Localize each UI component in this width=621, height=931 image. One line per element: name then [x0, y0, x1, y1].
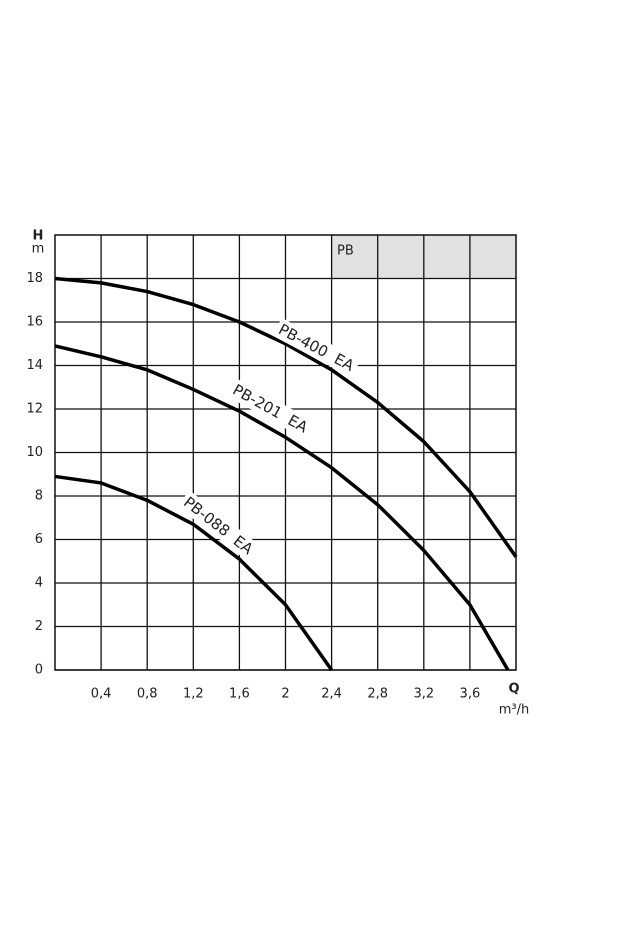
curve-label-bg — [226, 378, 315, 440]
x-tick-label: 1,6 — [229, 687, 250, 702]
curve-label-bg — [272, 317, 361, 378]
x-tick-label: 2 — [281, 687, 289, 702]
annotation: PB — [337, 244, 354, 259]
y-tick-label: 14 — [26, 358, 43, 373]
y-tick-label: 0 — [35, 663, 43, 678]
y-tick-label: 10 — [26, 445, 43, 460]
curve — [54, 276, 518, 558]
y-tick-label: 6 — [35, 532, 43, 547]
y-tick-label: 18 — [26, 271, 43, 286]
y-tick-label: 4 — [35, 576, 43, 591]
x-tick-label: 3,2 — [413, 687, 434, 702]
x-tick-label: 0,4 — [91, 687, 112, 702]
y-tick-label: 12 — [26, 402, 43, 417]
x-axis-unit: m³/h — [499, 703, 530, 718]
y-tick-label: 2 — [35, 619, 43, 634]
curve — [54, 344, 510, 671]
y-axis-unit: m — [32, 242, 45, 257]
curve — [54, 474, 334, 672]
y-axis-label: H — [33, 229, 44, 244]
x-axis-label: Q — [508, 682, 519, 697]
y-tick-label: 8 — [35, 489, 43, 504]
x-tick-label: 0,8 — [137, 687, 158, 702]
x-tick-label: 2,8 — [367, 687, 388, 702]
x-tick-label: 3,6 — [460, 687, 481, 702]
x-tick-label: 1,2 — [183, 687, 204, 702]
y-tick-label: 16 — [26, 315, 43, 330]
curve-label-bg — [177, 490, 260, 562]
x-tick-label: 2,4 — [321, 687, 342, 702]
